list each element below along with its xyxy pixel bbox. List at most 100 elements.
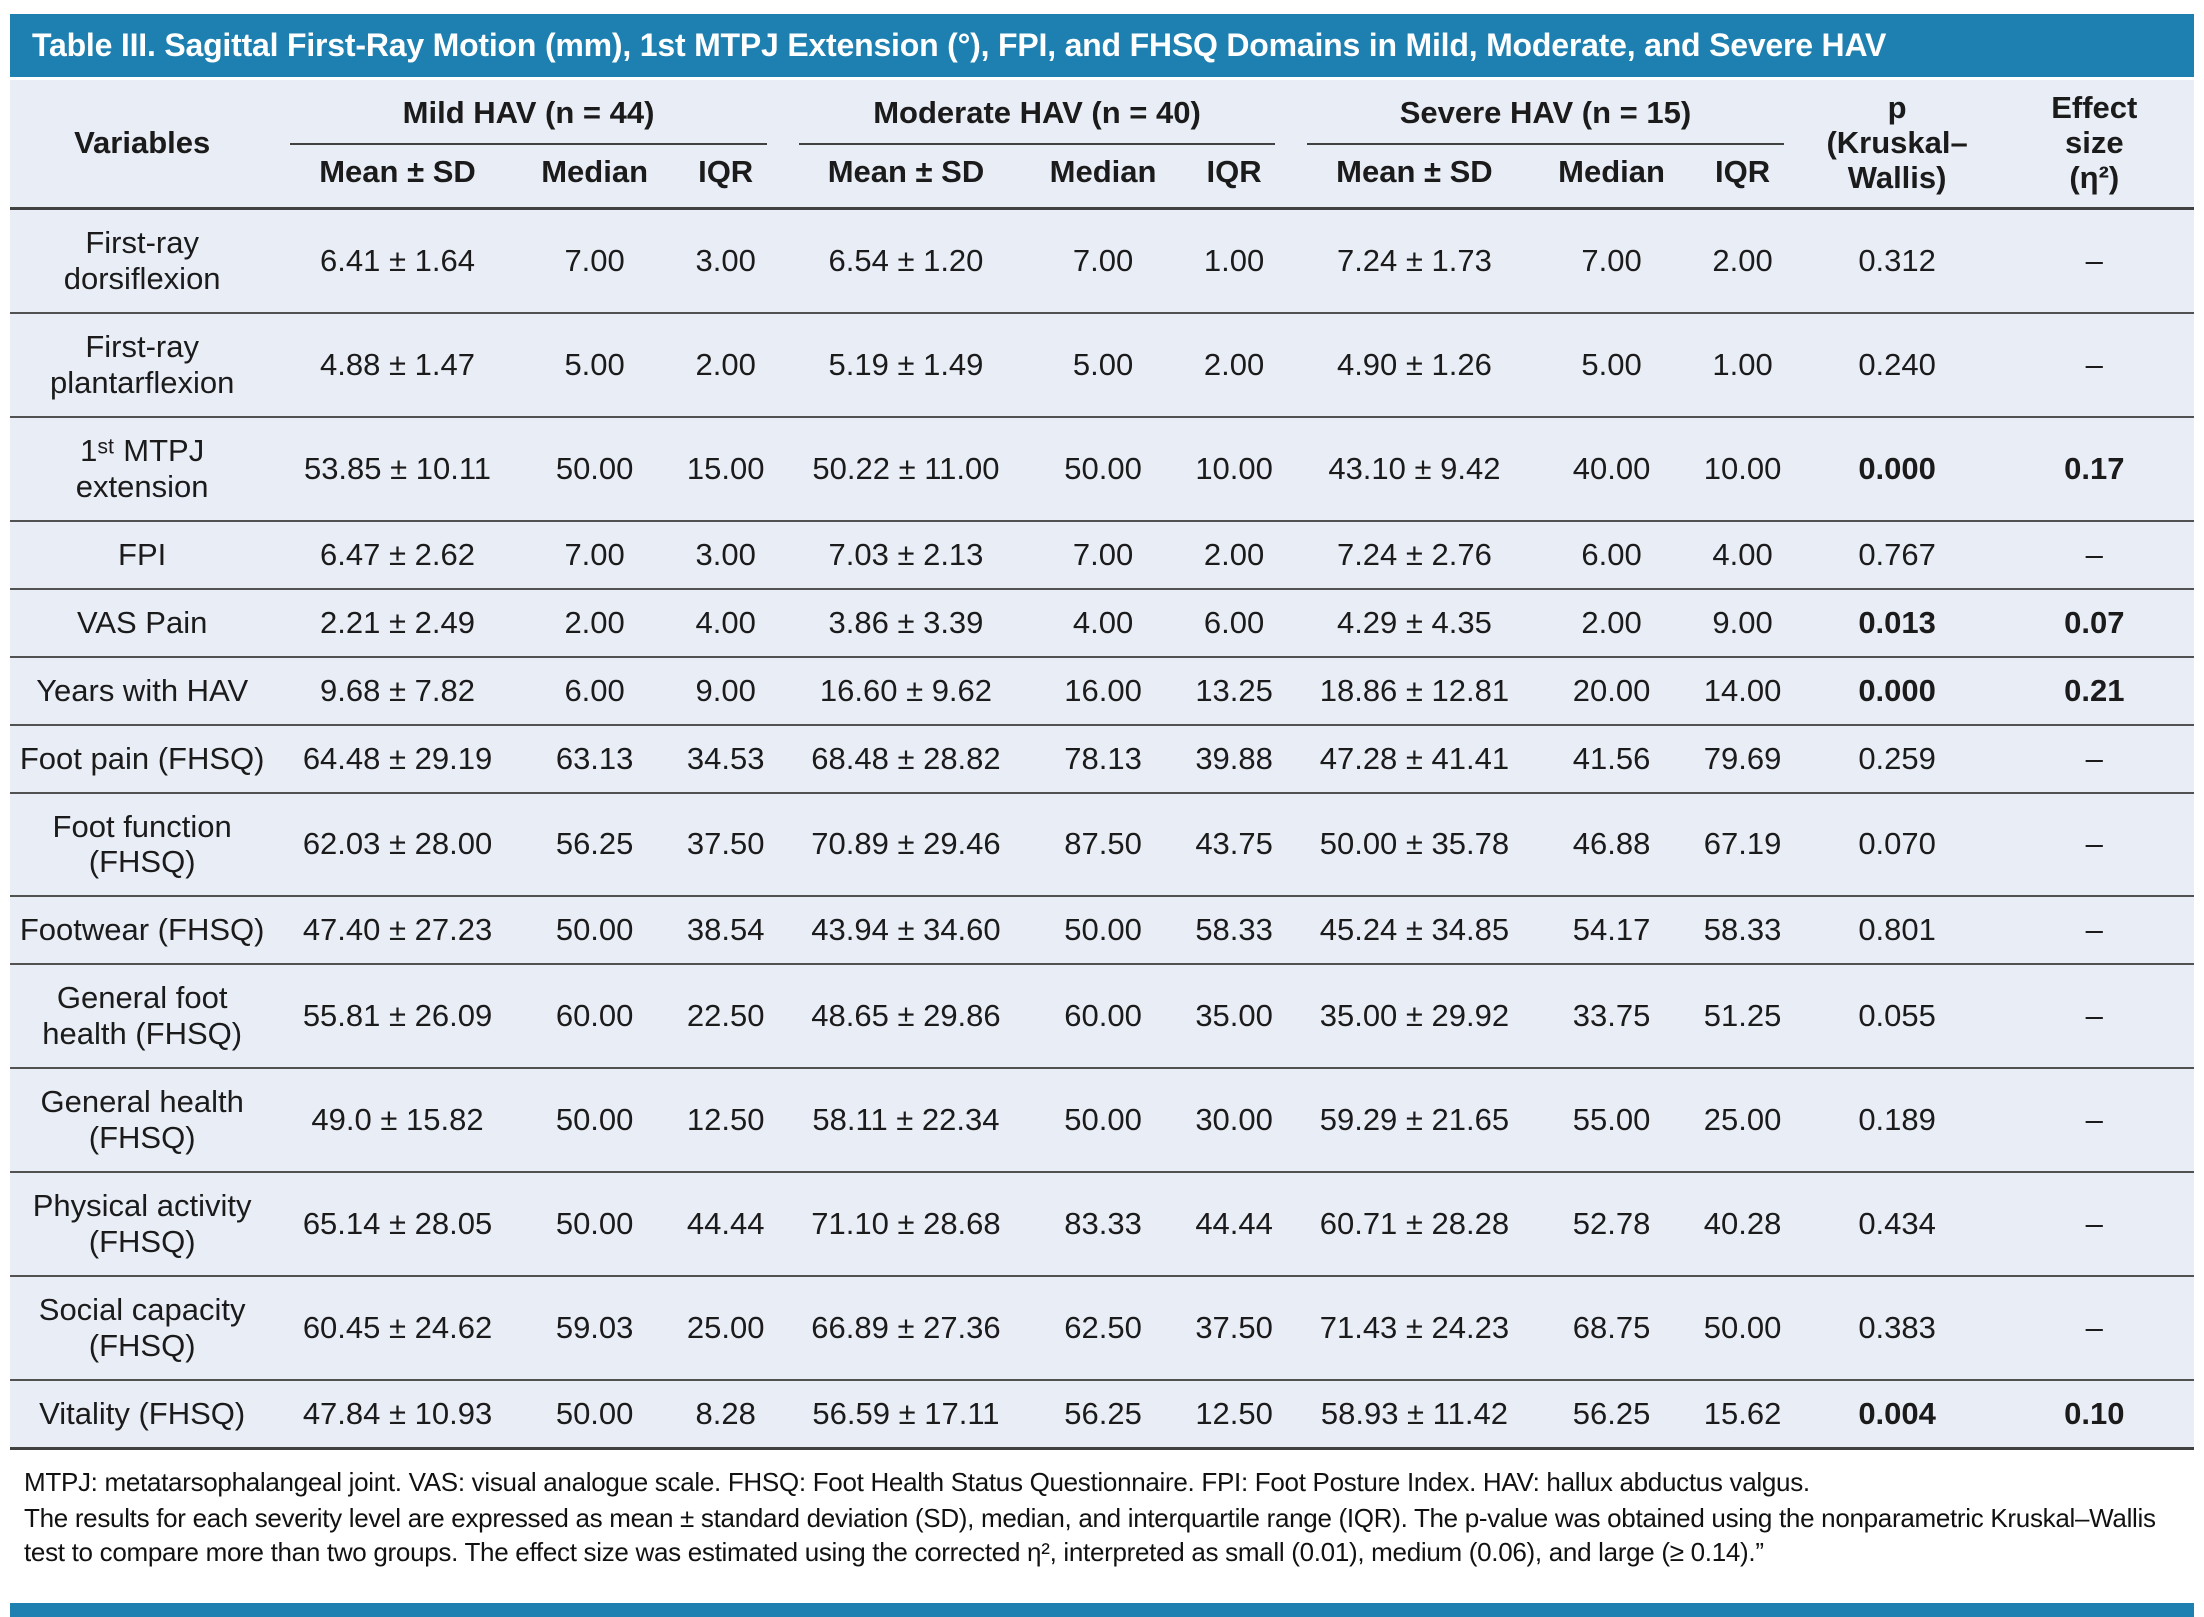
row-p-value: 0.000 (1799, 656, 1995, 726)
row-value-cell: 5.00 (1537, 312, 1686, 418)
row-effect-size: – (1994, 1276, 2194, 1381)
row-value-cell: 5.00 (520, 312, 669, 418)
row-value-cell: 50.00 (1685, 1276, 1800, 1381)
row-value-cell: 56.25 (520, 792, 669, 898)
row-value-cell: 58.11 ± 22.34 (782, 1068, 1030, 1174)
row-variable-label: Foot function (FHSQ) (10, 792, 275, 898)
row-p-value: 0.189 (1799, 1068, 1995, 1174)
subheader-mean-sd: Mean ± SD (782, 144, 1030, 210)
row-value-cell: 47.28 ± 41.41 (1291, 724, 1538, 794)
row-value-cell: 60.00 (520, 964, 669, 1070)
subheader-iqr: IQR (668, 144, 783, 210)
row-value-cell: 37.50 (668, 792, 783, 898)
row-effect-size: – (1994, 1172, 2194, 1278)
row-value-cell: 12.50 (668, 1068, 783, 1174)
row-value-cell: 50.00 (520, 1172, 669, 1278)
row-p-value: 0.434 (1799, 1172, 1995, 1278)
row-value-cell: 34.53 (668, 724, 783, 794)
subheader-iqr: IQR (1685, 144, 1800, 210)
row-effect-size: 0.21 (1994, 656, 2194, 726)
p-header-line: (Kruskal– (1826, 125, 1968, 161)
row-value-cell: 4.90 ± 1.26 (1291, 312, 1538, 418)
row-variable-label: Vitality (FHSQ) (10, 1380, 275, 1450)
row-value-cell: 4.00 (668, 588, 783, 658)
group-header-moderate: Moderate HAV (n = 40) (783, 80, 1291, 145)
row-effect-size: – (1994, 964, 2194, 1070)
table-row: VAS Pain 2.21 ± 2.49 2.00 4.00 3.86 ± 3.39 4.… (10, 588, 2194, 658)
group-header-severe: Severe HAV (n = 15) (1291, 80, 1799, 145)
variables-header: Variables (10, 79, 275, 210)
row-effect-size: 0.17 (1994, 416, 2194, 522)
row-effect-size: – (1994, 208, 2194, 314)
group-header-row: Variables Mild HAV (n = 44) Moderate HAV… (10, 79, 2194, 210)
row-value-cell: 15.00 (668, 416, 783, 522)
row-value-cell: 12.50 (1176, 1380, 1292, 1450)
row-effect-size: – (1994, 312, 2194, 418)
row-value-cell: 6.00 (520, 656, 669, 726)
row-value-cell: 50.00 (1029, 1068, 1177, 1174)
row-variable-label: Social capacity (FHSQ) (10, 1276, 275, 1381)
row-value-cell: 49.0 ± 15.82 (274, 1068, 521, 1174)
row-value-cell: 44.44 (1176, 1172, 1292, 1278)
p-header-line: Wallis) (1847, 159, 1947, 195)
row-value-cell: 50.00 (520, 1380, 669, 1450)
row-effect-size: 0.10 (1994, 1380, 2194, 1450)
row-value-cell: 7.24 ± 1.73 (1291, 208, 1538, 314)
row-value-cell: 54.17 (1537, 896, 1686, 966)
table-row: Foot pain (FHSQ) 64.48 ± 29.19 63.13 34.53 6… (10, 724, 2194, 794)
row-variable-label: 1ˢᵗ MTPJ extension (10, 416, 275, 522)
row-value-cell: 47.40 ± 27.23 (274, 896, 521, 966)
row-value-cell: 22.50 (668, 964, 783, 1070)
row-value-cell: 50.22 ± 11.00 (782, 416, 1030, 522)
footnotes: MTPJ: metatarsophalangeal joint. VAS: vi… (10, 1449, 2194, 1570)
table-row: Years with HAV 9.68 ± 7.82 6.00 9.00 16.60 ±… (10, 656, 2194, 726)
row-value-cell: 16.00 (1029, 656, 1177, 726)
row-value-cell: 41.56 (1537, 724, 1686, 794)
row-value-cell: 3.00 (668, 208, 783, 314)
row-value-cell: 40.28 (1685, 1172, 1800, 1278)
row-p-value: 0.055 (1799, 964, 1995, 1070)
subheader-median: Median (1029, 144, 1177, 210)
row-effect-size: – (1994, 792, 2194, 898)
row-value-cell: 9.00 (668, 656, 783, 726)
row-value-cell: 62.50 (1029, 1276, 1177, 1381)
row-value-cell: 56.25 (1029, 1380, 1177, 1450)
group-header-label: Severe HAV (n = 15) (1307, 80, 1784, 145)
row-value-cell: 6.54 ± 1.20 (782, 208, 1030, 314)
row-value-cell: 50.00 (520, 896, 669, 966)
row-p-value: 0.070 (1799, 792, 1995, 898)
row-value-cell: 4.00 (1029, 588, 1177, 658)
row-value-cell: 2.00 (1176, 312, 1292, 418)
row-value-cell: 45.24 ± 34.85 (1291, 896, 1538, 966)
row-variable-label: First-ray dorsiflexion (10, 208, 275, 314)
row-value-cell: 10.00 (1176, 416, 1292, 522)
row-value-cell: 52.78 (1537, 1172, 1686, 1278)
row-value-cell: 33.75 (1537, 964, 1686, 1070)
p-value-header: p (Kruskal– Wallis) (1799, 79, 1995, 210)
row-value-cell: 55.81 ± 26.09 (274, 964, 521, 1070)
row-value-cell: 7.24 ± 2.76 (1291, 520, 1538, 590)
table-row: General foot health (FHSQ) 55.81 ± 26.09 6… (10, 964, 2194, 1070)
row-value-cell: 20.00 (1537, 656, 1686, 726)
row-value-cell: 59.03 (520, 1276, 669, 1381)
row-value-cell: 7.03 ± 2.13 (782, 520, 1030, 590)
row-p-value: 0.767 (1799, 520, 1995, 590)
row-value-cell: 53.85 ± 10.11 (274, 416, 521, 522)
row-value-cell: 9.68 ± 7.82 (274, 656, 521, 726)
row-value-cell: 6.00 (1176, 588, 1292, 658)
row-value-cell: 63.13 (520, 724, 669, 794)
row-value-cell: 56.25 (1537, 1380, 1686, 1450)
row-value-cell: 60.71 ± 28.28 (1291, 1172, 1538, 1278)
table-row: General health (FHSQ) 49.0 ± 15.82 50.00 12… (10, 1068, 2194, 1174)
row-variable-label: General health (FHSQ) (10, 1068, 275, 1174)
row-value-cell: 50.00 (1029, 896, 1177, 966)
row-value-cell: 2.00 (1176, 520, 1292, 590)
row-value-cell: 38.54 (668, 896, 783, 966)
subheader-row: Mean ± SD Median IQR Mean ± SD Median IQ… (10, 144, 2194, 210)
row-value-cell: 68.75 (1537, 1276, 1686, 1381)
row-value-cell: 6.41 ± 1.64 (274, 208, 521, 314)
group-header-label: Mild HAV (n = 44) (290, 80, 767, 145)
row-value-cell: 7.00 (520, 208, 669, 314)
row-value-cell: 67.19 (1685, 792, 1800, 898)
row-p-value: 0.801 (1799, 896, 1995, 966)
